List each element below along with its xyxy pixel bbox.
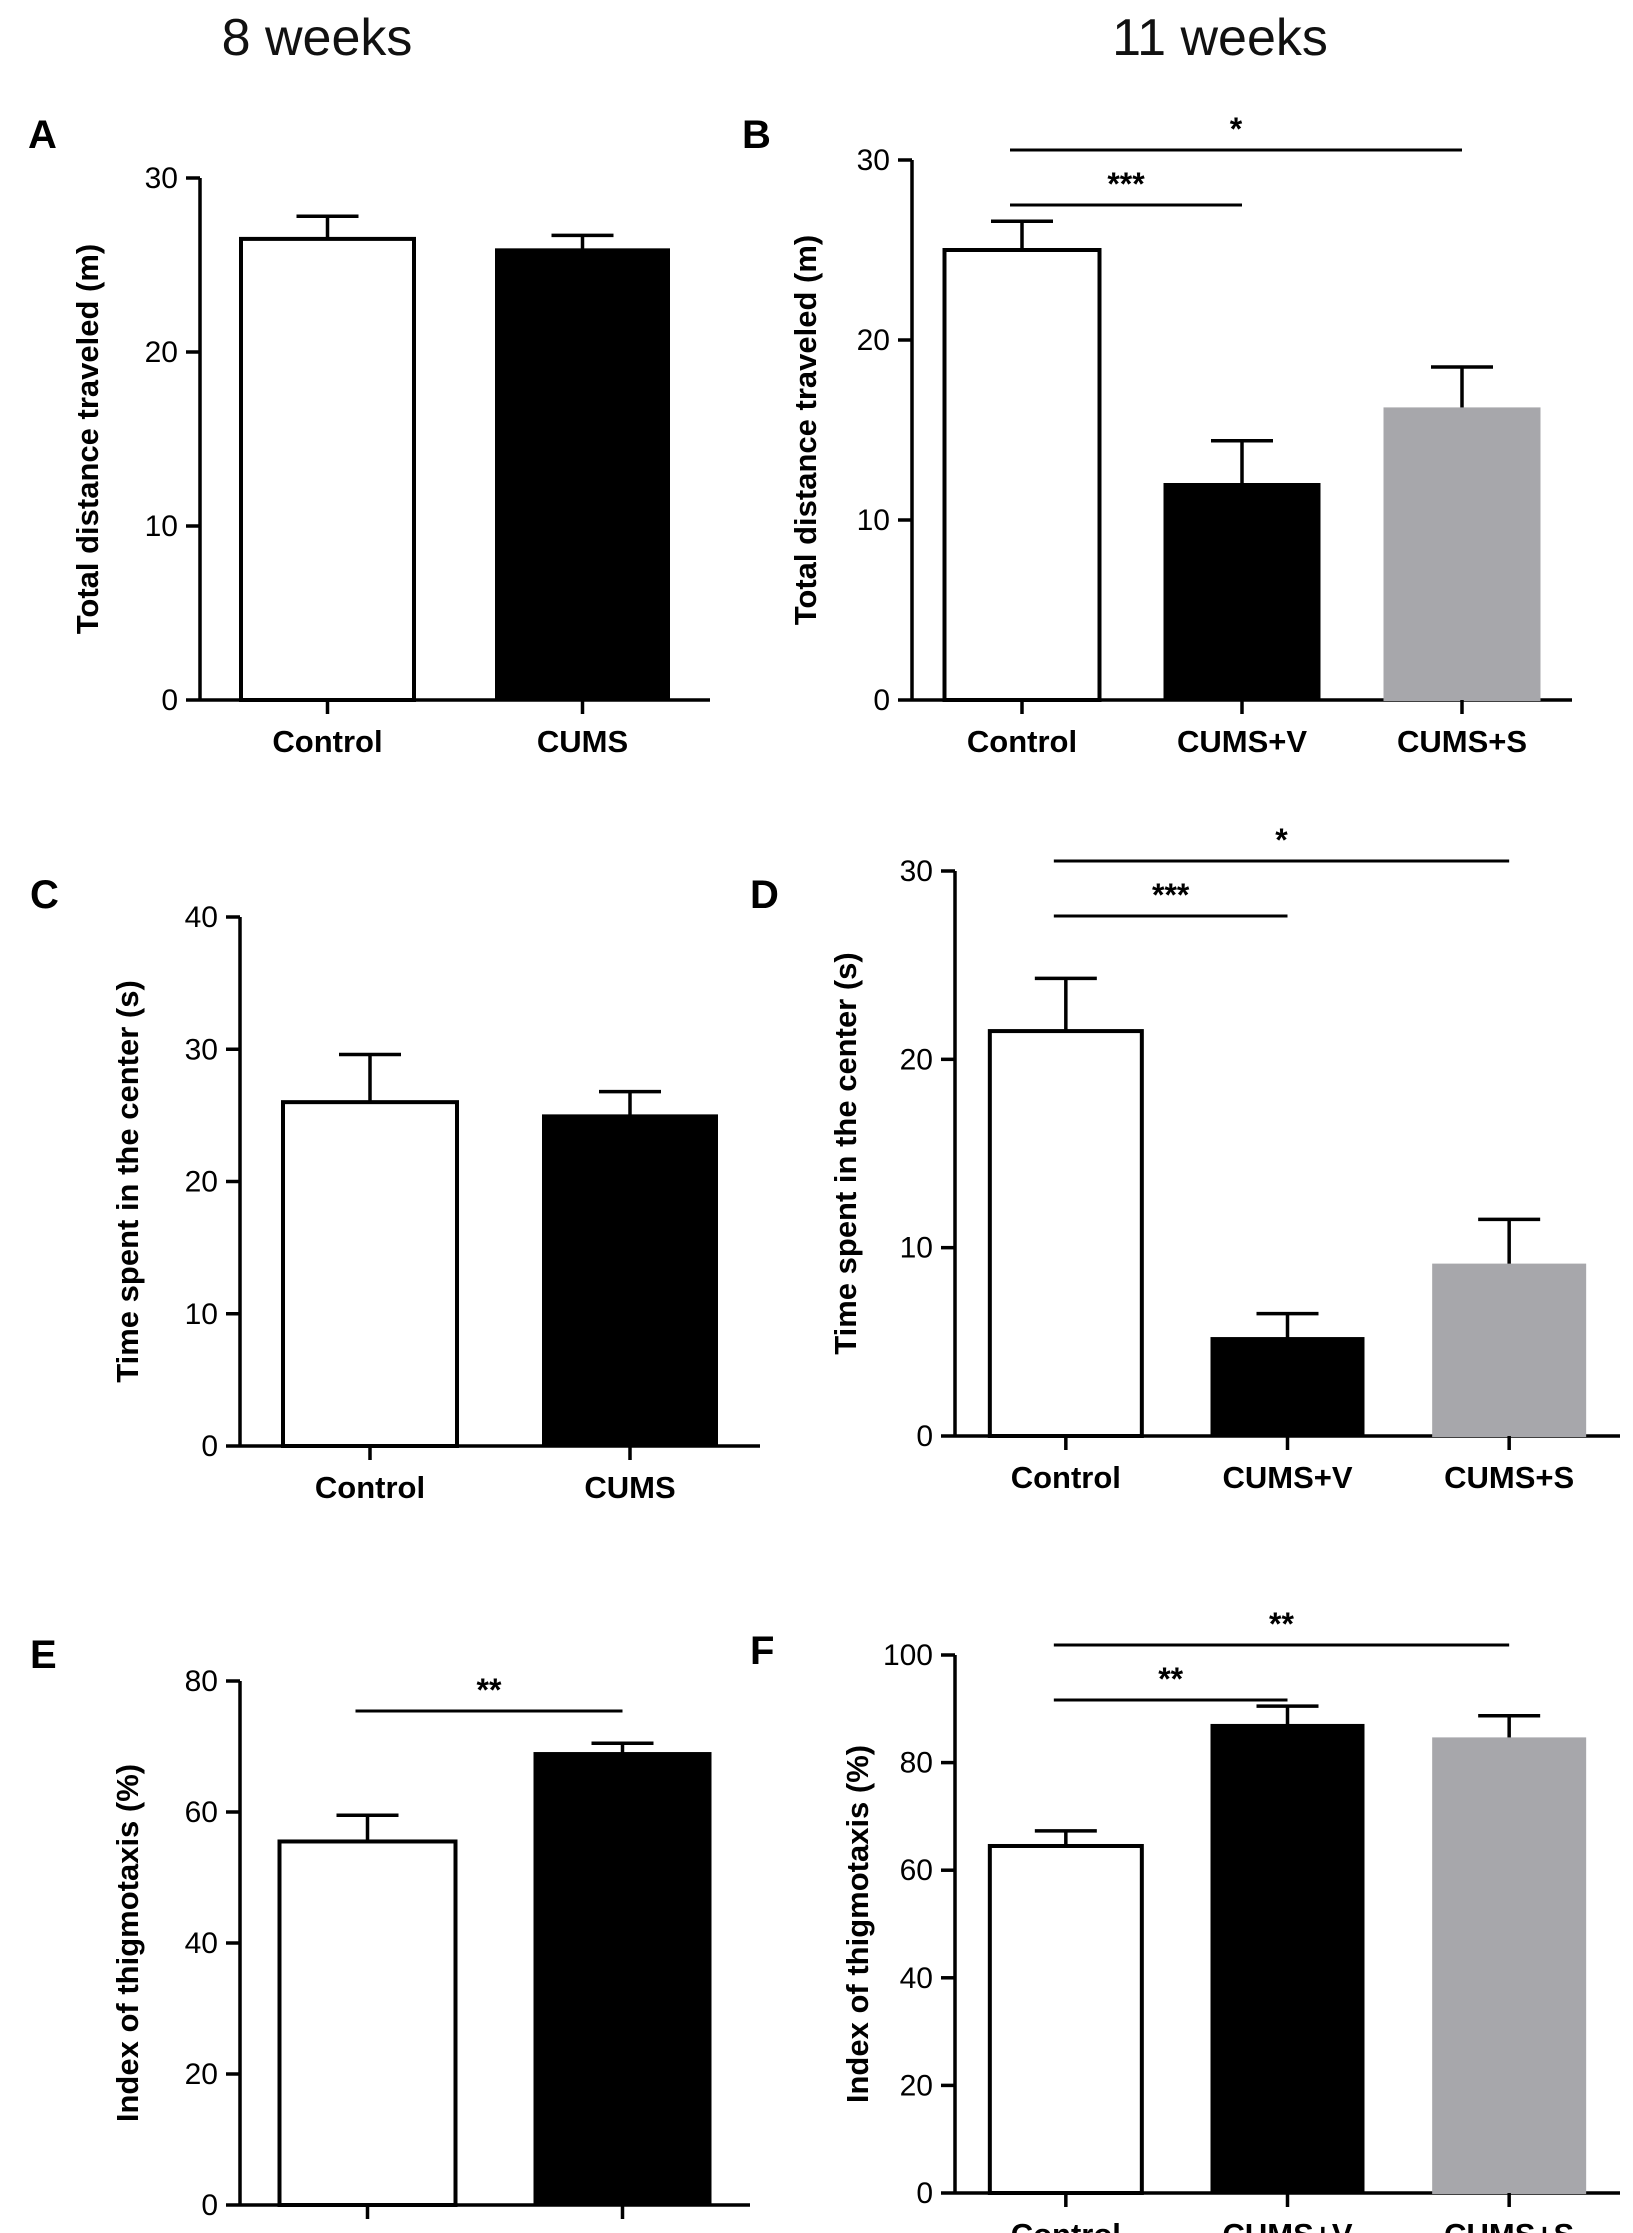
x-tick-label-d-1: CUMS+V: [1222, 1460, 1352, 1495]
y-tick-label-e: 40: [185, 1927, 218, 1960]
bar-f-control: [987, 1843, 1144, 2195]
significance-label-d-1: *: [1275, 822, 1288, 858]
y-tick-label-f: 0: [916, 2177, 933, 2210]
y-tick-label-a: 10: [145, 510, 178, 543]
y-tick-label-b: 30: [857, 144, 890, 177]
y-tick-label-c: 10: [185, 1298, 218, 1331]
column-title-11-weeks: 11 weeks: [1112, 9, 1328, 67]
significance-label-d-0: ***: [1152, 877, 1190, 913]
significance-label-f-1: **: [1269, 1606, 1294, 1642]
bar-a-cums: [495, 248, 670, 701]
x-tick-label-b-0: Control: [967, 724, 1077, 759]
bar-d-control: [987, 1029, 1144, 1439]
panel-e: E 0 20 40 60 80 Index of thigmotaxis (%) Contro…: [30, 1633, 750, 2233]
y-tick-label-c: 30: [185, 1033, 218, 1066]
y-tick-label-d: 30: [900, 855, 933, 888]
bar-c-cums: [542, 1114, 718, 1447]
y-axis-label-b: Total distance traveled (m): [788, 235, 823, 625]
panel-a: A 0 10 20 30 Total distance traveled (m) Contr…: [28, 113, 710, 759]
bar-f-cums-v: [1210, 1723, 1365, 2194]
y-tick-label-f: 100: [883, 1639, 933, 1672]
panel-b: B 0 10 20 30 Total distance traveled (m) Contr…: [742, 111, 1572, 759]
panel-d: D 0 10 20 30 Time spent in the center (s) Cont…: [750, 822, 1620, 1495]
significance-label-b-1: *: [1230, 111, 1243, 147]
y-tick-label-d: 20: [900, 1043, 933, 1076]
y-tick-label-a: 20: [145, 336, 178, 369]
bar-b-cums-v: [1163, 483, 1321, 701]
x-tick-label-b-2: CUMS+S: [1397, 724, 1527, 759]
x-tick-label-f-0: Control: [1011, 2217, 1121, 2233]
y-tick-label-b: 10: [857, 504, 890, 537]
bar-f-cums-s: [1432, 1737, 1587, 2194]
panel-f: F 0 20 40 60 80 100 Index of thigmotaxis (%) Con…: [750, 1606, 1620, 2233]
y-axis-label-a: Total distance traveled (m): [70, 244, 105, 634]
y-tick-label-f: 60: [900, 1854, 933, 1887]
x-tick-label-f-2: CUMS+S: [1444, 2217, 1574, 2233]
x-tick-label-e-1: CUMS: [577, 2229, 668, 2233]
panel-c: C 0 10 20 30 40 Time spent in the center (s) Co…: [30, 873, 760, 1505]
y-tick-label-d: 10: [900, 1232, 933, 1265]
y-tick-label-f: 80: [900, 1747, 933, 1780]
significance-label-b-0: ***: [1107, 166, 1145, 202]
x-tick-label-a-1: CUMS: [537, 724, 628, 759]
y-tick-label-c: 40: [185, 901, 218, 934]
x-tick-label-f-1: CUMS+V: [1222, 2217, 1352, 2233]
bar-d-cums-v: [1210, 1337, 1365, 1437]
x-tick-label-c-1: CUMS: [584, 1470, 675, 1505]
panel-letter-f: F: [750, 1629, 774, 1673]
x-tick-label-a-0: Control: [272, 724, 382, 759]
y-tick-label-c: 20: [185, 1166, 218, 1199]
y-tick-label-d: 0: [916, 1420, 933, 1453]
panel-letter-e: E: [30, 1633, 57, 1677]
y-tick-label-a: 0: [161, 684, 178, 717]
y-tick-label-c: 0: [201, 1430, 218, 1463]
y-tick-label-f: 40: [900, 1962, 933, 1995]
bar-b-control: [942, 248, 1102, 702]
significance-label-f-0: **: [1158, 1661, 1183, 1697]
y-axis-label-e: Index of thigmotaxis (%): [110, 1764, 145, 2122]
y-tick-label-b: 20: [857, 324, 890, 357]
y-tick-label-a: 30: [145, 162, 178, 195]
column-title-8-weeks: 8 weeks: [221, 9, 413, 67]
y-axis-label-f: Index of thigmotaxis (%): [840, 1745, 875, 2103]
panel-letter-a: A: [28, 113, 57, 157]
x-tick-label-b-1: CUMS+V: [1177, 724, 1307, 759]
x-tick-label-d-2: CUMS+S: [1444, 1460, 1574, 1495]
y-tick-label-e: 0: [201, 2189, 218, 2222]
bar-d-cums-s: [1432, 1263, 1587, 1438]
y-axis-label-c: Time spent in the center (s): [110, 980, 145, 1383]
bar-c-control: [281, 1100, 459, 1449]
y-tick-label-e: 20: [185, 2058, 218, 2091]
bar-b-cums-s: [1383, 407, 1541, 701]
y-tick-label-e: 60: [185, 1796, 218, 1829]
bar-e-cums: [533, 1752, 712, 2207]
bar-e-control: [277, 1839, 458, 2207]
y-tick-label-e: 80: [185, 1665, 218, 1698]
y-tick-label-b: 0: [873, 684, 890, 717]
y-tick-label-f: 20: [900, 2069, 933, 2102]
panel-letter-b: B: [742, 113, 771, 157]
x-tick-label-e-0: Control: [312, 2229, 422, 2233]
significance-label-e-0: **: [477, 1672, 502, 1708]
panel-letter-c: C: [30, 873, 59, 917]
y-axis-label-d: Time spent in the center (s): [828, 952, 863, 1355]
bar-a-control: [239, 236, 416, 702]
x-tick-label-c-0: Control: [315, 1470, 425, 1505]
x-tick-label-d-0: Control: [1011, 1460, 1121, 1495]
panel-letter-d: D: [750, 873, 779, 917]
